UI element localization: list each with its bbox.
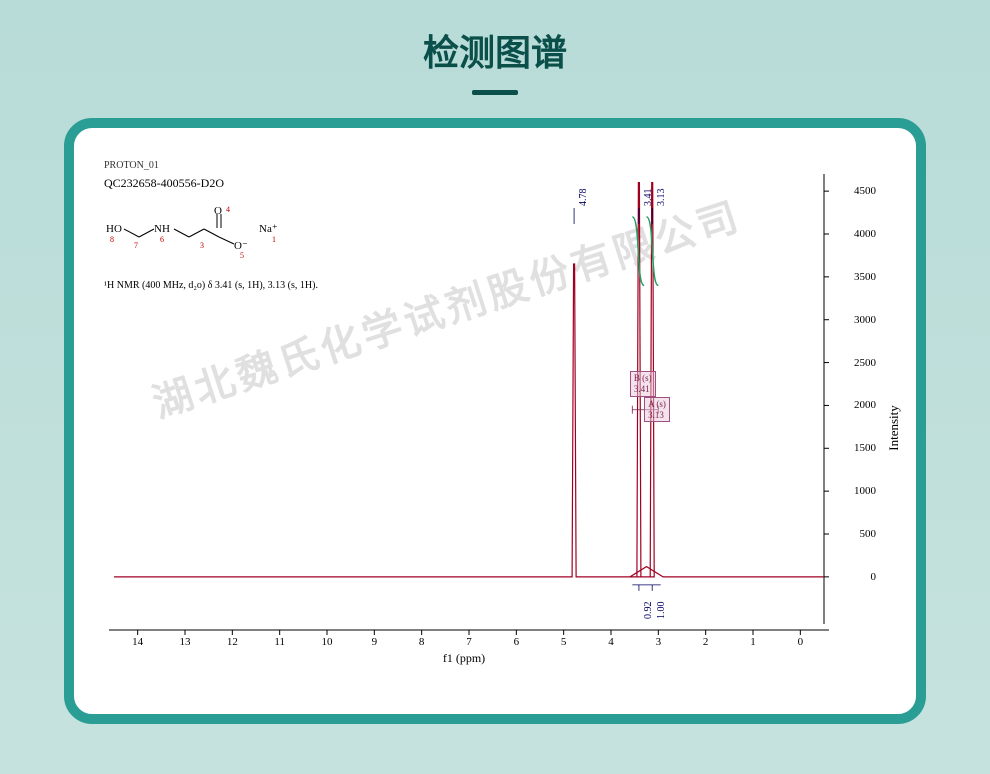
x-tick-label: 8	[419, 636, 425, 648]
y-tick-label: 3500	[854, 271, 876, 283]
x-axis-label: f1 (ppm)	[443, 651, 485, 666]
peak-annotation-box: B (s)3.41	[630, 371, 656, 397]
x-tick-label: 14	[132, 636, 143, 648]
y-tick-label: 1500	[854, 442, 876, 454]
x-tick-label: 5	[561, 636, 567, 648]
y-tick-label: 4500	[854, 185, 876, 197]
x-tick-label: 0	[798, 636, 804, 648]
y-axis: 0 500 1000 1500 2000 2500 3000 3500 4000 4500	[828, 164, 888, 602]
x-tick-label: 13	[180, 636, 191, 648]
integral-value-label: 0.92	[643, 601, 654, 619]
page-title: 检测图谱	[0, 0, 990, 76]
x-tick-label: 4	[608, 636, 614, 648]
x-tick-label: 7	[466, 636, 472, 648]
y-axis-label: Intensity	[885, 405, 901, 451]
x-tick-label: 3	[656, 636, 662, 648]
y-tick-label: 4000	[854, 228, 876, 240]
x-tick-label: 6	[514, 636, 520, 648]
title-underline	[472, 90, 518, 95]
integral-value-label: 1.00	[656, 601, 667, 619]
x-tick-label: 12	[227, 636, 238, 648]
peak-ppm-label: 3.41	[643, 189, 654, 207]
x-tick-label: 10	[322, 636, 333, 648]
y-tick-label: 2000	[854, 399, 876, 411]
y-tick-label: 500	[860, 528, 877, 540]
y-tick-label: 1000	[854, 485, 876, 497]
chart-panel: PROTON_01 QC232658-400556-D2O HO NH O O⁻…	[64, 118, 926, 724]
x-tick-label: 11	[274, 636, 285, 648]
nmr-plot	[104, 174, 888, 682]
y-tick-label: 3000	[854, 314, 876, 326]
x-tick-label: 9	[372, 636, 378, 648]
x-tick-label: 2	[703, 636, 709, 648]
y-tick-label: 2500	[854, 357, 876, 369]
peak-annotation-box: A (s)3.13	[644, 397, 670, 423]
peak-ppm-label: 4.78	[578, 189, 589, 207]
y-tick-label: 0	[871, 571, 877, 583]
x-tick-label: 1	[750, 636, 756, 648]
peak-ppm-label: 3.13	[656, 189, 667, 207]
chart-wrap: PROTON_01 QC232658-400556-D2O HO NH O O⁻…	[104, 174, 888, 682]
proton-label: PROTON_01	[104, 160, 159, 171]
